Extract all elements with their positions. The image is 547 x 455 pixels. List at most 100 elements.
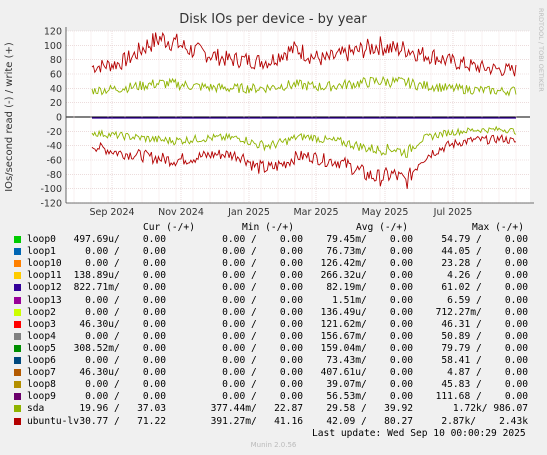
series-name: loop11 bbox=[27, 270, 62, 282]
series-avg: 159.04m/ 0.00 bbox=[320, 342, 413, 354]
legend-row: loop12 822.71m/ 0.00 0.00 / 0.00 82.19m/ 0.… bbox=[0, 282, 547, 294]
series-max: 23.28 / 0.00 bbox=[441, 258, 528, 270]
series-max: 54.79 / 0.00 bbox=[441, 234, 528, 245]
series-max: 45.83 / 0.00 bbox=[441, 379, 528, 391]
series-max: 44.05 / 0.00 bbox=[441, 246, 528, 258]
series-avg: 136.49u/ 0.00 bbox=[320, 306, 413, 318]
series-cur: 46.30u/ 0.00 bbox=[79, 367, 166, 379]
y-tick-label: 100 bbox=[44, 41, 62, 52]
y-tick-label: -80 bbox=[46, 170, 62, 181]
series-avg: 39.07m/ 0.00 bbox=[326, 379, 413, 391]
series-name: loop12 bbox=[27, 282, 62, 294]
side-text: RRDTOOL / TOBI OETIKER bbox=[537, 8, 545, 92]
series-cur: 19.96 / 37.03 bbox=[79, 403, 166, 415]
y-axis-label: IOs/second read (-) / write (+) bbox=[4, 42, 15, 192]
legend-row: loop5 308.52m/ 0.00 0.00 / 0.00 159.04m/ 0.… bbox=[0, 343, 547, 355]
series-name: loop10 bbox=[27, 258, 62, 270]
y-tick-label: 80 bbox=[50, 55, 62, 66]
x-tick-label: Nov 2024 bbox=[158, 207, 204, 218]
legend-swatch bbox=[14, 320, 21, 328]
series-min: 0.00 / 0.00 bbox=[222, 282, 303, 294]
x-tick-label: Jul 2025 bbox=[433, 207, 473, 218]
series-min: 0.00 / 0.00 bbox=[222, 258, 303, 270]
series-min: 0.00 / 0.00 bbox=[222, 330, 303, 342]
series-name: loop8 bbox=[27, 379, 56, 391]
series-name: loop7 bbox=[27, 367, 56, 379]
y-tick-label: -60 bbox=[46, 156, 62, 167]
series-cur: 46.30u/ 0.00 bbox=[79, 318, 166, 330]
series-max: 50.89 / 0.00 bbox=[441, 330, 528, 342]
series-max: 4.87 / 0.00 bbox=[447, 367, 528, 379]
legend-row: loop9 0.00 / 0.00 0.00 / 0.00 56.53m/ 0.00 1… bbox=[0, 391, 547, 403]
ubuntu-lv-read-line bbox=[91, 134, 517, 189]
y-tick-label: -100 bbox=[40, 184, 62, 195]
series-min: 0.00 / 0.00 bbox=[222, 234, 303, 245]
legend-swatch bbox=[14, 344, 21, 352]
series-min: 377.44m/ 22.87 bbox=[210, 403, 303, 415]
series-avg: 126.42m/ 0.00 bbox=[320, 258, 413, 270]
legend-row: loop2 0.00 / 0.00 0.00 / 0.00 136.49u/ 0.00… bbox=[0, 307, 547, 319]
version: Munin 2.0.56 bbox=[250, 441, 297, 449]
series-max: 79.79 / 0.00 bbox=[441, 342, 528, 354]
series-max: 6.59 / 0.00 bbox=[447, 294, 528, 306]
series-name: loop0 bbox=[27, 234, 56, 245]
legend-swatch bbox=[14, 284, 21, 292]
series-min: 391.27m/ 41.16 bbox=[210, 415, 303, 427]
series-min: 0.00 / 0.00 bbox=[222, 246, 303, 258]
series-cur: 30.77 / 71.22 bbox=[79, 415, 166, 427]
series-name: loop3 bbox=[27, 318, 56, 330]
x-tick-label: Sep 2024 bbox=[89, 207, 134, 218]
series-max: 61.02 / 0.00 bbox=[441, 282, 528, 294]
series-avg: 266.32u/ 0.00 bbox=[320, 270, 413, 282]
series-cur: 0.00 / 0.00 bbox=[85, 355, 166, 366]
series-max: 1.72k/ 986.07 bbox=[452, 403, 528, 415]
legend-swatch bbox=[14, 369, 21, 377]
legend-row: sda 19.96 / 37.03 377.44m/ 22.87 29.58 / 39… bbox=[0, 403, 547, 415]
series-name: loop5 bbox=[27, 342, 56, 354]
legend-row: loop13 0.00 / 0.00 0.00 / 0.00 1.51m/ 0.00 6… bbox=[0, 295, 547, 307]
series-avg: 42.09 / 80.27 bbox=[326, 415, 413, 427]
legend-row: loop8 0.00 / 0.00 0.00 / 0.00 39.07m/ 0.00 4… bbox=[0, 379, 547, 391]
col-min: Min (-/+) bbox=[242, 222, 294, 233]
series-min: 0.00 / 0.00 bbox=[222, 318, 303, 330]
series-avg: 79.45m/ 0.00 bbox=[326, 234, 413, 245]
series-name: sda bbox=[27, 403, 45, 415]
y-tick-label: -40 bbox=[46, 141, 62, 152]
y-tick-label: 40 bbox=[50, 84, 62, 95]
legend-swatch bbox=[14, 272, 21, 280]
legend-swatch bbox=[14, 308, 21, 316]
y-tick-label: -20 bbox=[46, 127, 62, 138]
y-tick-label: -120 bbox=[40, 199, 62, 210]
legend-swatch bbox=[14, 405, 21, 413]
last-update: Last update: Wed Sep 10 00:00:29 2025 bbox=[312, 428, 526, 439]
legend-row: loop1 0.00 / 0.00 0.00 / 0.00 76.73m/ 0.00 4… bbox=[0, 246, 547, 258]
series-cur: 822.71m/ 0.00 bbox=[73, 282, 166, 294]
series-max: 2.87k/ 2.43k bbox=[441, 415, 528, 427]
sda-write-line bbox=[91, 75, 517, 97]
legend-swatch bbox=[14, 393, 21, 401]
series-min: 0.00 / 0.00 bbox=[222, 391, 303, 403]
series-avg: 156.67m/ 0.00 bbox=[320, 330, 413, 342]
x-tick-label: May 2025 bbox=[362, 207, 409, 218]
series-min: 0.00 / 0.00 bbox=[222, 367, 303, 379]
series-avg: 82.19m/ 0.00 bbox=[326, 282, 413, 294]
series-name: loop1 bbox=[27, 246, 56, 258]
series-avg: 29.58 / 39.92 bbox=[326, 403, 413, 415]
series-cur: 0.00 / 0.00 bbox=[85, 379, 166, 391]
series-cur: 0.00 / 0.00 bbox=[85, 258, 166, 270]
legend-row: loop3 46.30u/ 0.00 0.00 / 0.00 121.62m/ 0.0… bbox=[0, 319, 547, 331]
legend-swatch bbox=[14, 296, 21, 304]
col-max: Max (-/+) bbox=[472, 222, 524, 233]
col-avg: Avg (-/+) bbox=[356, 222, 408, 233]
ubuntu-lv-write-line bbox=[91, 31, 517, 77]
series-avg: 76.73m/ 0.00 bbox=[326, 246, 413, 258]
series-min: 0.00 / 0.00 bbox=[222, 342, 303, 354]
col-cur: Cur (-/+) bbox=[143, 222, 195, 233]
series-max: 111.68 / 0.00 bbox=[435, 391, 528, 403]
y-tick-label: 60 bbox=[50, 70, 62, 81]
series-name: ubuntu-lv bbox=[27, 415, 79, 427]
series-avg: 407.61u/ 0.00 bbox=[320, 367, 413, 379]
legend-swatch bbox=[14, 357, 21, 364]
legend-row: loop10 0.00 / 0.00 0.00 / 0.00 126.42m/ 0.0… bbox=[0, 258, 547, 270]
series-avg: 1.51m/ 0.00 bbox=[332, 294, 413, 306]
